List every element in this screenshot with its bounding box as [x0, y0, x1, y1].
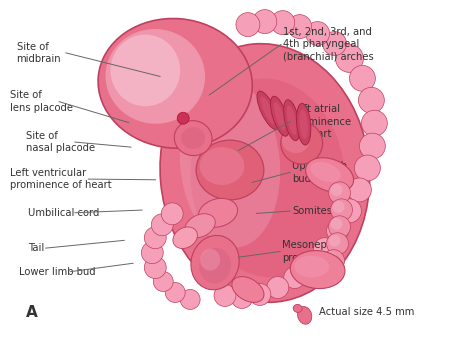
Circle shape: [144, 257, 166, 279]
Ellipse shape: [180, 78, 280, 247]
Ellipse shape: [287, 105, 297, 135]
Circle shape: [165, 283, 185, 303]
Ellipse shape: [294, 256, 329, 277]
Text: Somites: Somites: [292, 206, 332, 216]
Circle shape: [323, 250, 345, 271]
Ellipse shape: [185, 214, 215, 238]
Circle shape: [323, 31, 346, 55]
Text: Site of
midbrain: Site of midbrain: [17, 42, 61, 64]
Circle shape: [236, 13, 260, 37]
Circle shape: [151, 214, 173, 236]
Circle shape: [284, 267, 306, 289]
Circle shape: [271, 11, 295, 34]
Ellipse shape: [190, 78, 345, 277]
Circle shape: [328, 182, 351, 204]
Text: Site of
lens placode: Site of lens placode: [10, 91, 73, 113]
Ellipse shape: [261, 97, 275, 124]
Ellipse shape: [274, 102, 286, 130]
Ellipse shape: [199, 248, 231, 284]
Circle shape: [231, 287, 253, 308]
Ellipse shape: [306, 158, 354, 192]
Circle shape: [333, 201, 345, 213]
Circle shape: [249, 284, 271, 306]
Circle shape: [350, 66, 375, 91]
Circle shape: [180, 290, 200, 309]
Circle shape: [144, 227, 166, 249]
Ellipse shape: [198, 198, 238, 227]
Ellipse shape: [196, 140, 264, 200]
Circle shape: [288, 15, 312, 39]
Ellipse shape: [310, 162, 341, 182]
Text: Site of
nasal placode: Site of nasal placode: [26, 131, 94, 153]
Circle shape: [355, 155, 380, 181]
Circle shape: [317, 265, 338, 287]
Circle shape: [267, 276, 289, 298]
Circle shape: [214, 285, 236, 307]
Ellipse shape: [232, 276, 264, 303]
Ellipse shape: [281, 122, 323, 164]
Circle shape: [161, 203, 183, 225]
Circle shape: [327, 220, 348, 242]
Text: Left atrial
prominence
of heart: Left atrial prominence of heart: [292, 104, 351, 139]
Circle shape: [331, 218, 342, 230]
Circle shape: [336, 45, 364, 72]
Circle shape: [327, 233, 348, 255]
Text: Umbilical cord: Umbilical cord: [28, 208, 99, 218]
Circle shape: [347, 178, 371, 202]
Text: Upper limb
bud: Upper limb bud: [292, 161, 347, 184]
Text: Lower limb bud: Lower limb bud: [19, 267, 95, 277]
Circle shape: [331, 184, 342, 196]
Circle shape: [299, 252, 320, 274]
Text: Actual size 4.5 mm: Actual size 4.5 mm: [319, 307, 414, 317]
Ellipse shape: [200, 249, 220, 271]
Ellipse shape: [293, 305, 302, 312]
Ellipse shape: [181, 127, 205, 149]
Circle shape: [153, 271, 173, 291]
Ellipse shape: [200, 147, 244, 185]
Text: Mesonephric
prominence: Mesonephric prominence: [282, 240, 346, 263]
Circle shape: [338, 199, 361, 223]
Text: A: A: [26, 305, 37, 319]
Circle shape: [177, 112, 189, 124]
Ellipse shape: [105, 29, 205, 124]
Ellipse shape: [110, 34, 180, 106]
Circle shape: [328, 235, 341, 247]
Circle shape: [361, 110, 387, 136]
Circle shape: [359, 87, 384, 113]
Ellipse shape: [297, 103, 311, 145]
Text: 1st, 2nd, 3rd, and
4th pharyngeal
(branchial) arches: 1st, 2nd, 3rd, and 4th pharyngeal (branc…: [283, 27, 374, 62]
Circle shape: [324, 252, 337, 264]
Circle shape: [306, 22, 329, 46]
Ellipse shape: [191, 236, 239, 290]
Circle shape: [314, 238, 336, 260]
Ellipse shape: [160, 44, 369, 302]
Ellipse shape: [282, 127, 310, 153]
Ellipse shape: [284, 100, 300, 141]
Circle shape: [319, 267, 331, 279]
Circle shape: [253, 10, 277, 33]
Ellipse shape: [297, 307, 312, 324]
Ellipse shape: [290, 250, 345, 289]
Circle shape: [141, 242, 163, 264]
Ellipse shape: [174, 121, 212, 155]
Ellipse shape: [173, 227, 198, 248]
Ellipse shape: [98, 19, 252, 148]
Text: Left ventricular
prominence of heart: Left ventricular prominence of heart: [10, 168, 112, 190]
Ellipse shape: [300, 109, 308, 139]
Circle shape: [331, 199, 352, 221]
Circle shape: [360, 133, 385, 159]
Ellipse shape: [270, 96, 289, 136]
Text: Tail: Tail: [28, 243, 44, 253]
Circle shape: [328, 216, 351, 238]
Ellipse shape: [257, 91, 279, 129]
